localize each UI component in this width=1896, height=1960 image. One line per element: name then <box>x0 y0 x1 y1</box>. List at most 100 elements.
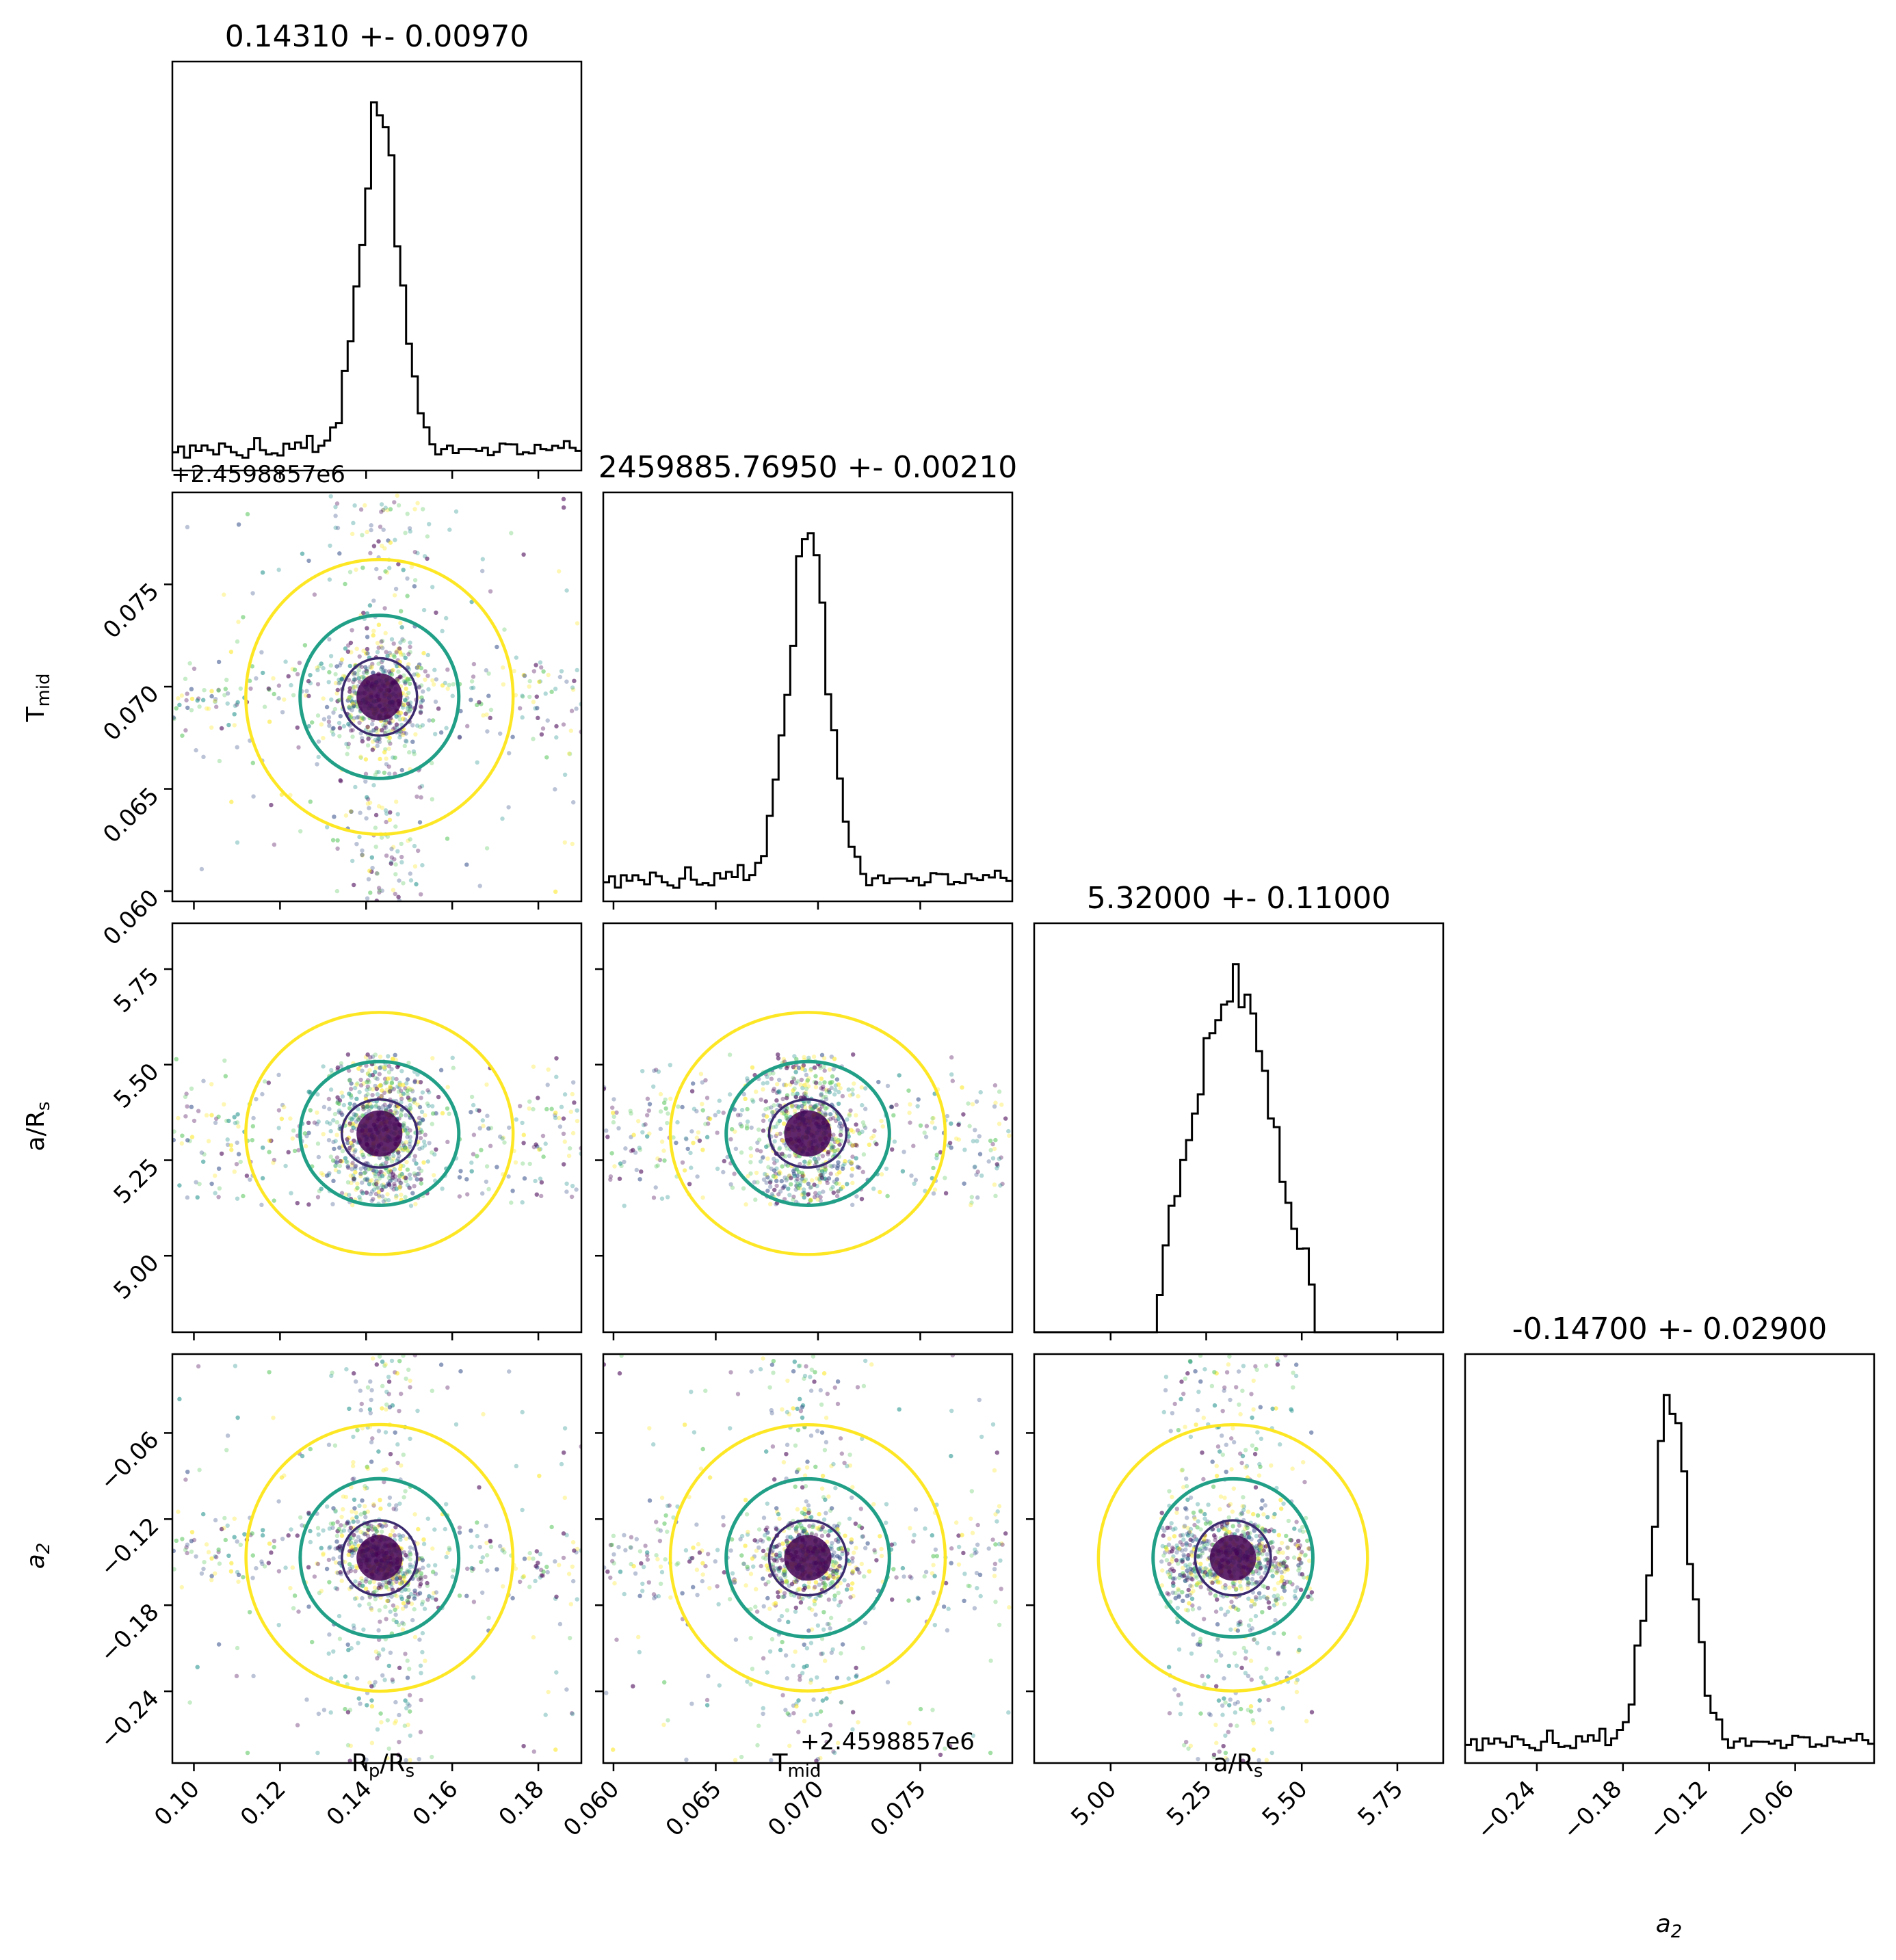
sample-point <box>339 1158 345 1164</box>
sample-point <box>438 1068 444 1073</box>
sample-point <box>371 1168 376 1173</box>
sample-point <box>346 1135 351 1140</box>
sample-point <box>721 1110 726 1115</box>
sample-point <box>374 566 379 572</box>
sample-point <box>393 1507 399 1512</box>
sample-point <box>226 722 231 728</box>
sample-point <box>812 1182 817 1187</box>
sample-point <box>353 1546 358 1552</box>
sample-point <box>300 1523 304 1528</box>
sample-point <box>839 1129 843 1135</box>
sample-point <box>641 1122 646 1128</box>
sample-point <box>213 1191 218 1195</box>
sample-point <box>396 1622 401 1628</box>
sample-point <box>647 1102 653 1107</box>
sample-point <box>347 686 352 691</box>
sample-point <box>312 1574 317 1579</box>
sample-point <box>269 1138 274 1143</box>
sample-point <box>407 1693 412 1697</box>
sample-point <box>345 1521 350 1526</box>
sample-point <box>432 1173 436 1178</box>
sample-point <box>469 679 475 684</box>
sample-point <box>384 1080 389 1085</box>
sample-point <box>782 1111 787 1116</box>
sample-point <box>794 1057 799 1062</box>
sample-point <box>272 691 276 697</box>
sample-point <box>356 1066 361 1071</box>
sample-point <box>391 667 395 673</box>
sample-point <box>544 1107 549 1112</box>
sample-point <box>800 1104 804 1109</box>
sample-point <box>306 1130 311 1135</box>
sample-point <box>403 1145 408 1150</box>
sample-point <box>250 1124 255 1129</box>
sample-point <box>397 674 403 679</box>
sample-point <box>388 721 393 726</box>
sample-point <box>658 1126 663 1132</box>
sample-point <box>418 1121 423 1126</box>
sample-point <box>795 1167 800 1172</box>
sample-point <box>416 673 421 678</box>
sample-point <box>399 1069 404 1074</box>
y-tick-label: 5.25 <box>109 1154 165 1210</box>
sample-point <box>298 829 303 834</box>
sample-point <box>295 1201 300 1206</box>
sample-point <box>390 1587 395 1593</box>
sample-point <box>369 1684 374 1688</box>
sample-point <box>384 650 389 654</box>
sample-point <box>326 680 331 685</box>
sample-point <box>357 1603 362 1608</box>
sample-point <box>405 676 410 682</box>
sample-point <box>378 525 383 529</box>
sample-point <box>189 1549 194 1554</box>
sample-point <box>403 1195 408 1200</box>
sample-point <box>392 1167 397 1172</box>
sample-point <box>854 1143 860 1148</box>
sample-point <box>356 1107 360 1112</box>
sample-point <box>1006 1128 1011 1134</box>
sample-point <box>327 1580 332 1585</box>
sample-point <box>685 1146 690 1152</box>
sample-point <box>766 1165 771 1169</box>
sample-point <box>378 1583 382 1588</box>
sample-point <box>849 1161 854 1166</box>
sample-point <box>388 1085 393 1090</box>
sample-point <box>815 1184 819 1189</box>
sample-point <box>871 1187 876 1191</box>
sample-point <box>308 1539 313 1545</box>
sample-point <box>703 1078 708 1083</box>
sample-point <box>352 690 357 696</box>
sample-point <box>370 739 376 744</box>
sample-point <box>389 1358 395 1364</box>
sample-point <box>331 1506 336 1511</box>
sample-point <box>520 1409 525 1415</box>
sample-point <box>486 1615 491 1620</box>
sample-point <box>180 1133 185 1138</box>
sample-point <box>412 578 418 583</box>
sample-point <box>376 1185 380 1190</box>
sample-point <box>838 1133 843 1138</box>
sample-point <box>421 650 426 656</box>
sample-point <box>401 638 406 643</box>
sample-point <box>310 720 315 725</box>
sample-point <box>540 1133 546 1139</box>
sample-point <box>217 1561 222 1566</box>
sample-point <box>326 719 332 724</box>
sample-point <box>232 712 237 717</box>
sample-point <box>373 812 379 818</box>
sample-point <box>848 1108 853 1113</box>
sample-point <box>236 522 241 527</box>
sample-point <box>387 672 393 676</box>
sample-point <box>568 1602 573 1606</box>
sample-point <box>306 1120 311 1126</box>
sample-point <box>361 1627 366 1632</box>
sample-point <box>392 1111 397 1115</box>
sample-point <box>792 1054 797 1059</box>
sample-point <box>654 1164 659 1169</box>
sample-point <box>398 1172 403 1177</box>
sample-point <box>802 1091 807 1096</box>
sample-point <box>352 1533 356 1537</box>
sample-point <box>372 1182 377 1187</box>
sample-point <box>406 1061 411 1065</box>
sample-point <box>363 1531 368 1537</box>
